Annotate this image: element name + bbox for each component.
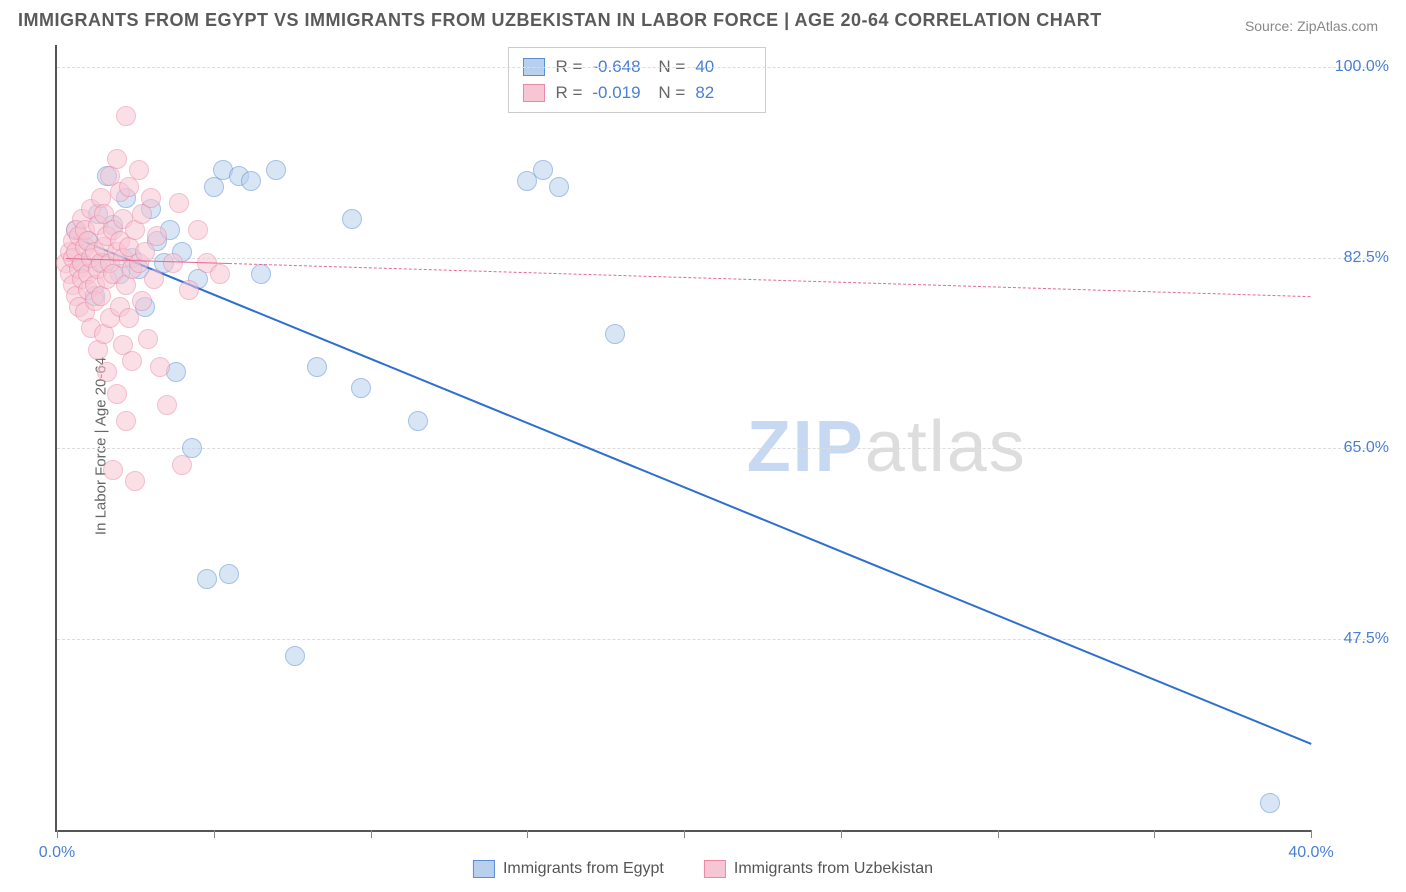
- data-point: [107, 384, 127, 404]
- data-point: [241, 171, 261, 191]
- gridline: [57, 448, 1371, 449]
- watermark-atlas: atlas: [865, 407, 1027, 487]
- data-point: [138, 329, 158, 349]
- data-point: [533, 160, 553, 180]
- data-point: [107, 149, 127, 169]
- legend-label-uzbekistan: Immigrants from Uzbekistan: [734, 860, 933, 878]
- data-point: [251, 264, 271, 284]
- chart-title: IMMIGRANTS FROM EGYPT VS IMMIGRANTS FROM…: [18, 10, 1102, 31]
- data-point: [125, 471, 145, 491]
- data-point: [549, 177, 569, 197]
- xtick: [527, 830, 528, 838]
- data-point: [129, 160, 149, 180]
- watermark-zip: ZIP: [747, 407, 865, 487]
- data-point: [179, 280, 199, 300]
- xtick-label: 40.0%: [1288, 844, 1333, 862]
- trend-line: [72, 236, 1311, 745]
- data-point: [122, 351, 142, 371]
- data-point: [188, 220, 208, 240]
- data-point: [116, 411, 136, 431]
- xtick: [214, 830, 215, 838]
- data-point: [169, 193, 189, 213]
- xtick: [684, 830, 685, 838]
- data-point: [132, 291, 152, 311]
- legend-swatch-uzbekistan: [704, 860, 726, 878]
- r-value-uzbekistan: -0.019: [592, 83, 648, 103]
- ytick-label: 100.0%: [1335, 58, 1389, 76]
- plot-area: ZIPatlas R = -0.648 N = 40 R = -0.019 N …: [55, 45, 1311, 832]
- gridline: [57, 258, 1371, 259]
- gridline: [57, 67, 1371, 68]
- data-point: [103, 460, 123, 480]
- data-point: [408, 411, 428, 431]
- watermark: ZIPatlas: [747, 406, 1027, 488]
- data-point: [97, 362, 117, 382]
- r-label: R =: [555, 83, 582, 103]
- data-point: [135, 242, 155, 262]
- source-label: Source: ZipAtlas.com: [1245, 18, 1378, 34]
- xtick: [1311, 830, 1312, 838]
- ytick-label: 47.5%: [1344, 630, 1389, 648]
- xtick: [57, 830, 58, 838]
- data-point: [150, 357, 170, 377]
- data-point: [157, 395, 177, 415]
- n-label: N =: [658, 83, 685, 103]
- data-point: [116, 106, 136, 126]
- data-point: [197, 569, 217, 589]
- data-point: [266, 160, 286, 180]
- legend-swatch-egypt: [473, 860, 495, 878]
- data-point: [210, 264, 230, 284]
- stats-row-uzbekistan: R = -0.019 N = 82: [523, 80, 751, 106]
- data-point: [119, 308, 139, 328]
- xtick: [371, 830, 372, 838]
- stats-legend: R = -0.648 N = 40 R = -0.019 N = 82: [508, 47, 766, 113]
- data-point: [351, 378, 371, 398]
- xtick-label: 0.0%: [39, 844, 75, 862]
- swatch-uzbekistan: [523, 84, 545, 102]
- gridline: [57, 639, 1371, 640]
- ytick-label: 65.0%: [1344, 439, 1389, 457]
- data-point: [219, 564, 239, 584]
- data-point: [172, 455, 192, 475]
- data-point: [144, 269, 164, 289]
- legend-label-egypt: Immigrants from Egypt: [503, 860, 664, 878]
- xtick: [841, 830, 842, 838]
- data-point: [342, 209, 362, 229]
- data-point: [163, 253, 183, 273]
- n-value-uzbekistan: 82: [695, 83, 751, 103]
- data-point: [147, 226, 167, 246]
- data-point: [307, 357, 327, 377]
- ytick-label: 82.5%: [1344, 249, 1389, 267]
- trend-line: [229, 263, 1311, 297]
- data-point: [605, 324, 625, 344]
- data-point: [141, 188, 161, 208]
- data-point: [285, 646, 305, 666]
- bottom-legend: Immigrants from Egypt Immigrants from Uz…: [473, 860, 933, 878]
- xtick: [1154, 830, 1155, 838]
- xtick: [998, 830, 999, 838]
- data-point: [1260, 793, 1280, 813]
- legend-item-uzbekistan: Immigrants from Uzbekistan: [704, 860, 933, 878]
- legend-item-egypt: Immigrants from Egypt: [473, 860, 664, 878]
